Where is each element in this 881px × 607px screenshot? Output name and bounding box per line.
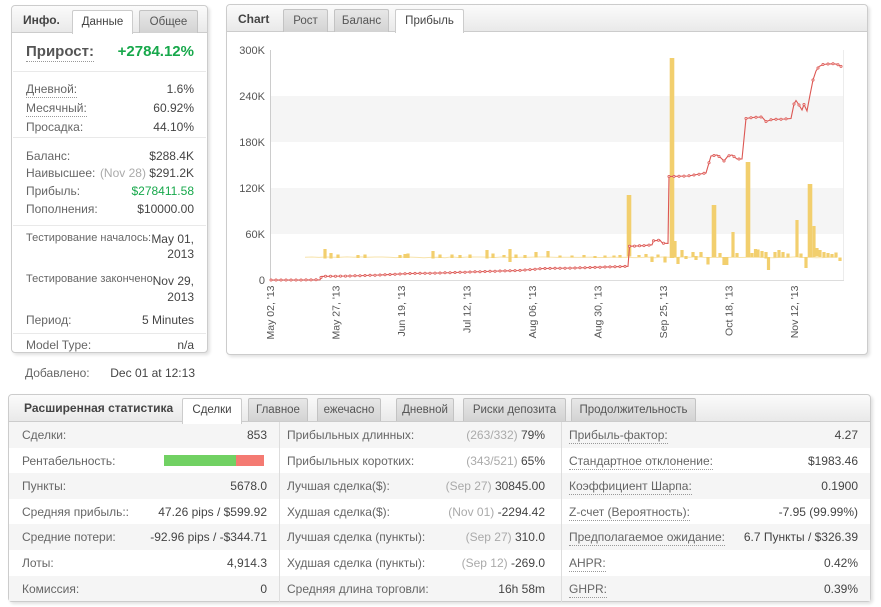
svg-text:180K: 180K xyxy=(239,137,265,149)
svg-text:Aug 06, '13: Aug 06, '13 xyxy=(527,285,539,338)
svg-text:Jun 19, '13: Jun 19, '13 xyxy=(396,285,408,336)
svg-text:60K: 60K xyxy=(245,229,265,241)
svg-text:0: 0 xyxy=(259,275,265,287)
svg-text:May 02, '13: May 02, '13 xyxy=(265,285,277,339)
svg-text:Aug 30, '13: Aug 30, '13 xyxy=(593,285,605,338)
svg-text:Oct 18, '13: Oct 18, '13 xyxy=(724,285,736,336)
svg-text:Nov 12, '13: Nov 12, '13 xyxy=(789,285,801,338)
svg-text:120K: 120K xyxy=(239,183,265,195)
svg-text:May 27, '13: May 27, '13 xyxy=(331,285,343,339)
svg-text:Sep 25, '13: Sep 25, '13 xyxy=(658,285,670,338)
svg-text:Jul 12, '13: Jul 12, '13 xyxy=(462,285,474,333)
svg-text:240K: 240K xyxy=(239,91,265,103)
svg-text:300K: 300K xyxy=(239,45,265,57)
